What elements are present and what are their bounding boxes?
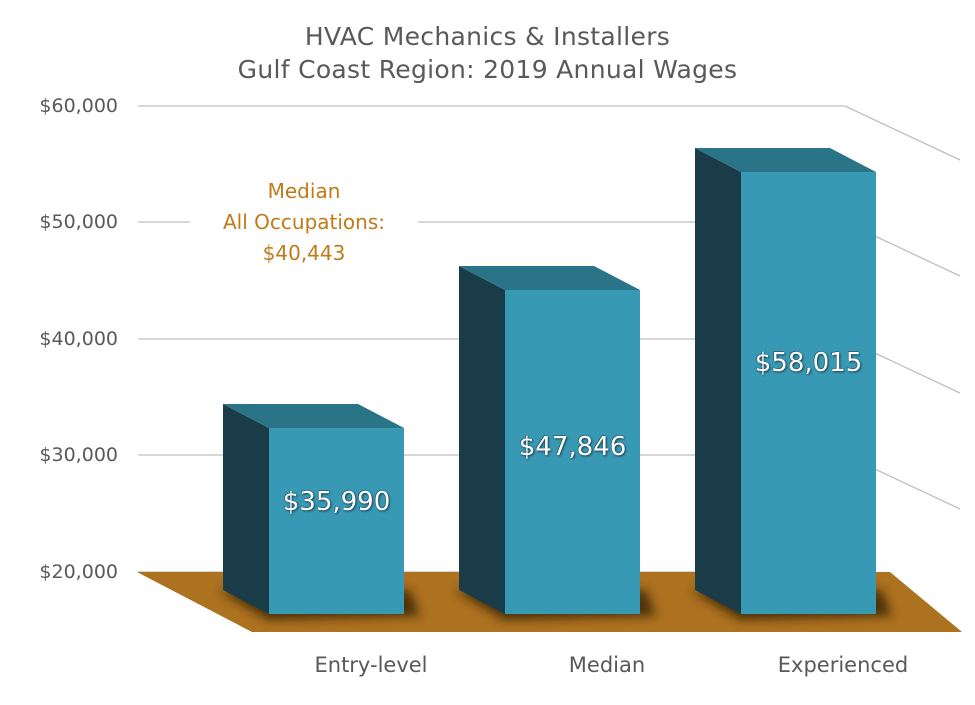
bar-value-label-entry-level: $35,990 <box>282 487 391 517</box>
bar-top <box>459 266 640 290</box>
bar-side <box>459 266 505 614</box>
x-label-experienced: Experienced <box>777 653 909 677</box>
bar-value-label-median: $47,846 <box>518 432 627 462</box>
bar-top <box>695 148 876 172</box>
x-label-entry-level: Entry-level <box>314 653 428 677</box>
chart-subtitle: Gulf Coast Region: 2019 Annual Wages <box>237 55 738 84</box>
annotation-line-2: All Occupations: <box>223 210 385 234</box>
bar-top <box>223 404 404 428</box>
chart-title: HVAC Mechanics & Installers <box>304 22 671 51</box>
bar-front <box>741 172 876 614</box>
bar-median <box>459 266 640 614</box>
bar-front <box>505 290 640 614</box>
annotation-line-1: Median <box>267 179 341 203</box>
bar-front <box>269 428 404 614</box>
bar-value-label-experienced: $58,015 <box>754 348 863 378</box>
x-label-median: Median <box>568 653 646 677</box>
annotation-line-3: $40,443 <box>262 241 346 265</box>
bar-side <box>223 404 269 614</box>
median-all-occupations-annotation: Median All Occupations: $40,443 <box>190 176 418 269</box>
bar-experienced <box>695 148 876 614</box>
y-tick-40000: $40,000 <box>39 328 118 350</box>
y-tick-30000: $30,000 <box>39 444 118 466</box>
bar-entry-level <box>223 404 404 614</box>
y-tick-20000: $20,000 <box>39 561 118 583</box>
bar-side <box>695 148 741 614</box>
y-tick-60000: $60,000 <box>39 95 118 117</box>
y-tick-50000: $50,000 <box>39 211 118 233</box>
